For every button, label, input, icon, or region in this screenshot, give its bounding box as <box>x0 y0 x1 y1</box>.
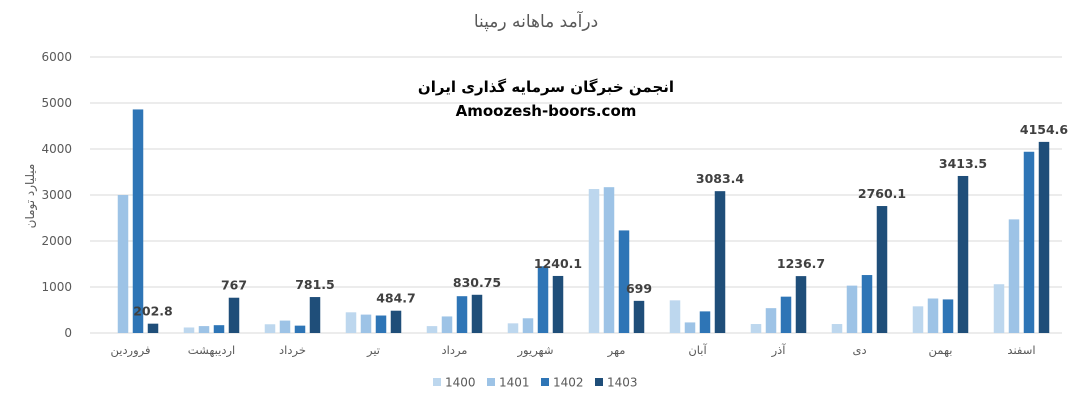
bar-1400-10 <box>912 306 924 333</box>
y-tick-label: 5000 <box>41 96 72 110</box>
bar-1401-7 <box>684 322 696 333</box>
chart-title: درآمد ماهانه رمپنا <box>474 10 598 32</box>
bar-1402-1 <box>213 325 225 333</box>
data-label: 4154.6 <box>1020 122 1069 137</box>
legend-swatch <box>433 378 441 386</box>
legend-label: 1403 <box>607 376 638 390</box>
x-category-label: تیر <box>366 343 380 358</box>
bar-1403-1 <box>228 297 240 333</box>
bar-1400-11 <box>993 284 1005 333</box>
data-label: 3413.5 <box>939 156 987 171</box>
x-category-label: اسفند <box>1007 343 1035 357</box>
bar-1401-6 <box>603 187 615 333</box>
legend-swatch <box>541 378 549 386</box>
y-tick-label: 0 <box>64 326 72 340</box>
watermark-url: Amoozesh-boors.com <box>456 102 637 120</box>
x-category-label: بهمن <box>929 343 953 358</box>
data-label: 1236.7 <box>777 256 825 271</box>
bar-1401-3 <box>360 314 372 333</box>
bars <box>117 109 1050 333</box>
y-tick-label: 4000 <box>41 142 72 156</box>
data-label: 3083.4 <box>696 171 745 186</box>
legend-label: 1400 <box>445 376 476 390</box>
bar-1400-5 <box>507 323 519 333</box>
legend-label: 1402 <box>553 376 584 390</box>
bar-1402-5 <box>537 266 549 333</box>
y-tick-label: 3000 <box>41 188 72 202</box>
bar-1402-9 <box>861 275 873 333</box>
x-category-label: خرداد <box>279 343 306 358</box>
bar-1403-4 <box>471 294 483 333</box>
data-labels: 202.8 767 781.5 484.7 830.75 1240.1 699 3083.4 1… <box>133 122 1068 319</box>
x-category-label: شهریور <box>517 343 554 358</box>
bar-1401-11 <box>1008 219 1020 333</box>
bar-1401-2 <box>279 320 291 333</box>
bar-1400-1 <box>183 327 195 333</box>
bar-1402-3 <box>375 315 387 333</box>
bar-1403-8 <box>795 276 807 333</box>
data-label: 1240.1 <box>534 256 582 271</box>
bar-1403-6 <box>633 300 645 333</box>
x-category-label: دی <box>852 343 866 357</box>
bar-1403-11 <box>1038 141 1050 333</box>
bar-1401-5 <box>522 318 534 333</box>
bar-1402-6 <box>618 230 630 333</box>
x-category-label: مهر <box>607 343 626 358</box>
bar-1400-7 <box>669 300 681 333</box>
bar-1402-8 <box>780 296 792 333</box>
bar-1401-10 <box>927 298 939 333</box>
bar-1401-4 <box>441 316 453 333</box>
x-category-label: آذر <box>771 343 787 358</box>
bar-1400-8 <box>750 324 762 333</box>
watermark-title: انجمن خبرگان سرمایه گذاری ایران <box>418 78 674 96</box>
bar-1403-5 <box>552 275 564 333</box>
x-category-label: فروردین <box>110 343 150 358</box>
bar-1401-9 <box>846 285 858 333</box>
data-label: 2760.1 <box>858 186 906 201</box>
bar-1401-1 <box>198 326 210 333</box>
legend-swatch <box>487 378 495 386</box>
bar-1401-8 <box>765 308 777 333</box>
bar-1403-9 <box>876 206 888 333</box>
x-axis-labels: فروردین اردیبهشت خرداد تیر مرداد شهریور مهر آبا… <box>110 343 1035 358</box>
data-label: 781.5 <box>295 277 335 292</box>
data-label: 830.75 <box>453 275 501 290</box>
bar-1400-2 <box>264 324 276 333</box>
bar-1402-10 <box>942 299 954 333</box>
bar-1402-2 <box>294 325 306 333</box>
x-category-label: اردیبهشت <box>188 343 235 358</box>
bar-1401-0 <box>117 195 129 333</box>
bar-1403-2 <box>309 297 321 333</box>
bar-1402-11 <box>1023 151 1035 333</box>
bar-1402-4 <box>456 296 468 333</box>
x-category-label: مرداد <box>442 343 468 358</box>
bar-1400-3 <box>345 312 357 333</box>
legend-swatch <box>595 378 603 386</box>
grid-lines <box>90 56 1062 334</box>
bar-1402-7 <box>699 311 711 333</box>
y-axis-ticks: 0 1000 2000 3000 4000 5000 6000 <box>41 50 72 340</box>
data-label: 699 <box>626 281 652 296</box>
data-label: 484.7 <box>376 291 416 306</box>
bar-1403-10 <box>957 175 969 333</box>
bar-1400-4 <box>426 326 438 333</box>
y-tick-label: 6000 <box>41 50 72 64</box>
legend-label: 1401 <box>499 376 530 390</box>
bar-1400-6 <box>588 189 600 333</box>
y-tick-label: 1000 <box>41 280 72 294</box>
bar-1403-7 <box>714 191 726 333</box>
bar-1402-0 <box>132 109 144 333</box>
bar-1400-9 <box>831 324 843 333</box>
y-tick-label: 2000 <box>41 234 72 248</box>
x-category-label: آبان <box>688 343 707 357</box>
legend: 1400 1401 1402 1403 <box>433 376 638 390</box>
data-label: 767 <box>221 278 247 293</box>
y-axis-label: میلیارد تومان <box>23 164 38 229</box>
data-label: 202.8 <box>133 304 173 319</box>
bar-1403-0 <box>147 323 159 333</box>
bar-1403-3 <box>390 310 402 333</box>
